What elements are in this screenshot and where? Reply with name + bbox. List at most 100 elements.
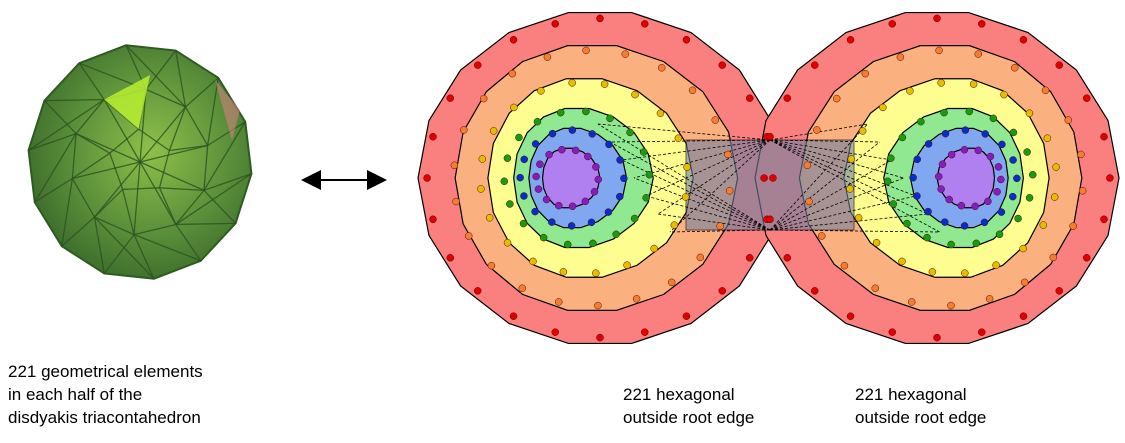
root-dot bbox=[620, 174, 628, 183]
root-dot bbox=[1023, 148, 1031, 156]
root-dot bbox=[745, 94, 754, 102]
root-dot bbox=[1039, 221, 1048, 229]
polyhedron-edge bbox=[133, 161, 141, 235]
root-dot bbox=[1052, 163, 1060, 171]
root-dot bbox=[981, 130, 989, 138]
root-dot bbox=[933, 333, 941, 342]
root-dot bbox=[924, 207, 932, 216]
root-dot bbox=[500, 177, 509, 186]
root-dot bbox=[581, 197, 590, 206]
root-dot bbox=[974, 146, 983, 155]
root-dot bbox=[997, 175, 1005, 184]
root-dot bbox=[612, 230, 620, 239]
root-dot bbox=[667, 278, 676, 287]
root-dot bbox=[1082, 94, 1091, 102]
root-dot bbox=[551, 20, 560, 28]
root-dot bbox=[907, 298, 916, 306]
root-dot bbox=[534, 185, 543, 193]
polyhedron-edge bbox=[109, 128, 140, 154]
root-dot bbox=[997, 208, 1006, 216]
root-dot bbox=[1055, 287, 1064, 295]
root-dot bbox=[887, 154, 895, 162]
root-dot bbox=[450, 161, 459, 170]
root-dot bbox=[998, 140, 1006, 149]
root-dot bbox=[917, 117, 925, 126]
root-dot bbox=[568, 126, 577, 134]
root-dot bbox=[584, 152, 592, 161]
root-dot bbox=[563, 240, 572, 249]
root-dot bbox=[626, 128, 634, 137]
highlight-face bbox=[104, 75, 150, 130]
root-dot bbox=[1019, 36, 1028, 44]
left-caption: 221 geometrical elements in each half of… bbox=[8, 360, 203, 429]
root-dot bbox=[960, 222, 969, 230]
root-dot bbox=[674, 134, 683, 142]
root-dot bbox=[696, 253, 705, 262]
root-dot bbox=[783, 94, 792, 102]
root-dot bbox=[937, 79, 945, 87]
root-dot bbox=[682, 36, 691, 44]
root-dot bbox=[487, 261, 496, 270]
root-dot bbox=[745, 254, 754, 262]
root-dot bbox=[588, 130, 596, 138]
dashed-edge bbox=[645, 139, 771, 197]
root-dot bbox=[645, 170, 654, 179]
root-dot bbox=[545, 150, 553, 159]
root-dot bbox=[503, 154, 512, 162]
root-dot bbox=[556, 108, 565, 117]
root-dot bbox=[766, 215, 774, 224]
root-dot bbox=[805, 197, 813, 206]
root-dot bbox=[537, 87, 545, 95]
root-dot bbox=[846, 36, 855, 44]
root-dot bbox=[639, 148, 648, 156]
root-dot bbox=[1020, 278, 1029, 287]
root-dot bbox=[683, 163, 691, 171]
root-dot bbox=[587, 218, 596, 227]
polyhedron-edge bbox=[71, 152, 111, 180]
dashed-edge bbox=[769, 123, 868, 141]
polyhedron-edge bbox=[139, 89, 147, 163]
root-dot bbox=[600, 80, 609, 88]
root-dot bbox=[716, 222, 724, 230]
root-dot bbox=[941, 129, 950, 138]
root-dot bbox=[977, 328, 986, 336]
root-dot bbox=[974, 50, 983, 58]
root-dot bbox=[813, 126, 821, 134]
dashed-edge bbox=[657, 213, 771, 231]
root-dot bbox=[630, 214, 639, 223]
root-dot bbox=[623, 261, 631, 269]
middle-caption: 221 hexagonal outside root edge bbox=[623, 383, 754, 429]
root-dot bbox=[1043, 134, 1052, 142]
polyhedron-edge bbox=[203, 189, 237, 224]
root-dot bbox=[840, 261, 849, 270]
polyhedron-edge bbox=[61, 178, 74, 247]
root-dot bbox=[1082, 254, 1091, 262]
root-dot bbox=[965, 107, 974, 116]
polyhedron-edge bbox=[145, 50, 177, 90]
root-dot bbox=[515, 133, 523, 142]
root-dot bbox=[568, 79, 576, 87]
polyhedron-edge bbox=[185, 77, 219, 108]
root-dot bbox=[1019, 312, 1028, 320]
root-dot bbox=[977, 20, 986, 28]
root-dot bbox=[1009, 128, 1018, 137]
polyhedron-edge bbox=[109, 152, 124, 190]
dashed-edge bbox=[769, 159, 892, 231]
dashed-edge bbox=[769, 141, 880, 231]
root-dot bbox=[1106, 174, 1114, 182]
root-dot bbox=[656, 109, 665, 118]
root-dot bbox=[1050, 193, 1059, 201]
root-dot bbox=[847, 155, 856, 163]
root-dot bbox=[632, 295, 641, 303]
root-dot bbox=[872, 238, 881, 247]
root-projection bbox=[417, 11, 1120, 345]
polyhedron-edge bbox=[207, 121, 246, 147]
root-dot bbox=[531, 140, 540, 148]
polyhedron-edge bbox=[75, 133, 141, 163]
root-dot bbox=[548, 129, 557, 138]
root-dot bbox=[898, 257, 906, 266]
root-dot bbox=[1028, 170, 1037, 179]
root-dot bbox=[1013, 174, 1021, 183]
root-dot bbox=[650, 244, 658, 253]
